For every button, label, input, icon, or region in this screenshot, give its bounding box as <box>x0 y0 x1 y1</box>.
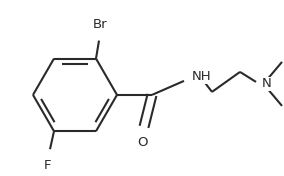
Text: Br: Br <box>93 18 107 31</box>
Text: F: F <box>44 159 52 172</box>
Text: O: O <box>138 136 148 149</box>
Text: NH: NH <box>192 70 212 83</box>
Text: N: N <box>262 77 272 90</box>
